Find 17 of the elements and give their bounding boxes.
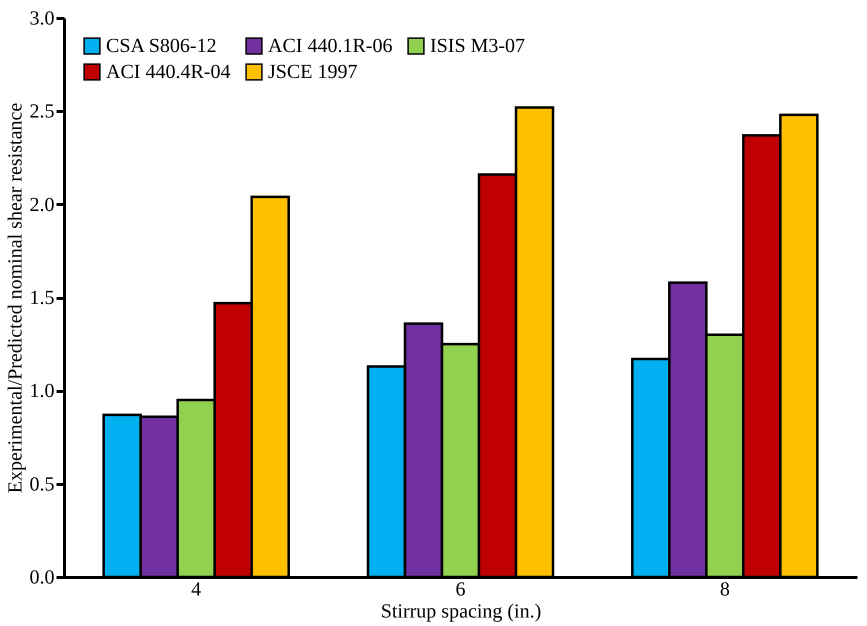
legend-label: JSCE 1997	[268, 61, 358, 83]
y-tick-label: 0.0	[30, 566, 54, 588]
x-tick-label: 6	[456, 578, 466, 600]
legend-label: ACI 440.1R-06	[268, 35, 392, 58]
y-tick-label: 1.0	[30, 380, 54, 402]
y-axis-title: Experimental/Predicted nominal shear resistance	[4, 102, 26, 494]
y-tick-label: 2.5	[30, 100, 54, 123]
legend-label: CSA S806-12	[106, 35, 217, 58]
x-tick-label: 8	[720, 578, 730, 600]
y-tick-label: 1.5	[30, 287, 54, 309]
x-axis-title: Stirrup spacing (in.)	[380, 600, 542, 622]
y-tick-label: 2.0	[30, 194, 54, 216]
y-tick-label: 3.0	[30, 8, 54, 30]
legend-label: ISIS M3-07	[430, 35, 526, 58]
x-tick-label: 4	[191, 578, 202, 600]
legend-label: ACI 440.4R-04	[106, 61, 230, 83]
y-tick-label: 0.5	[30, 473, 54, 496]
